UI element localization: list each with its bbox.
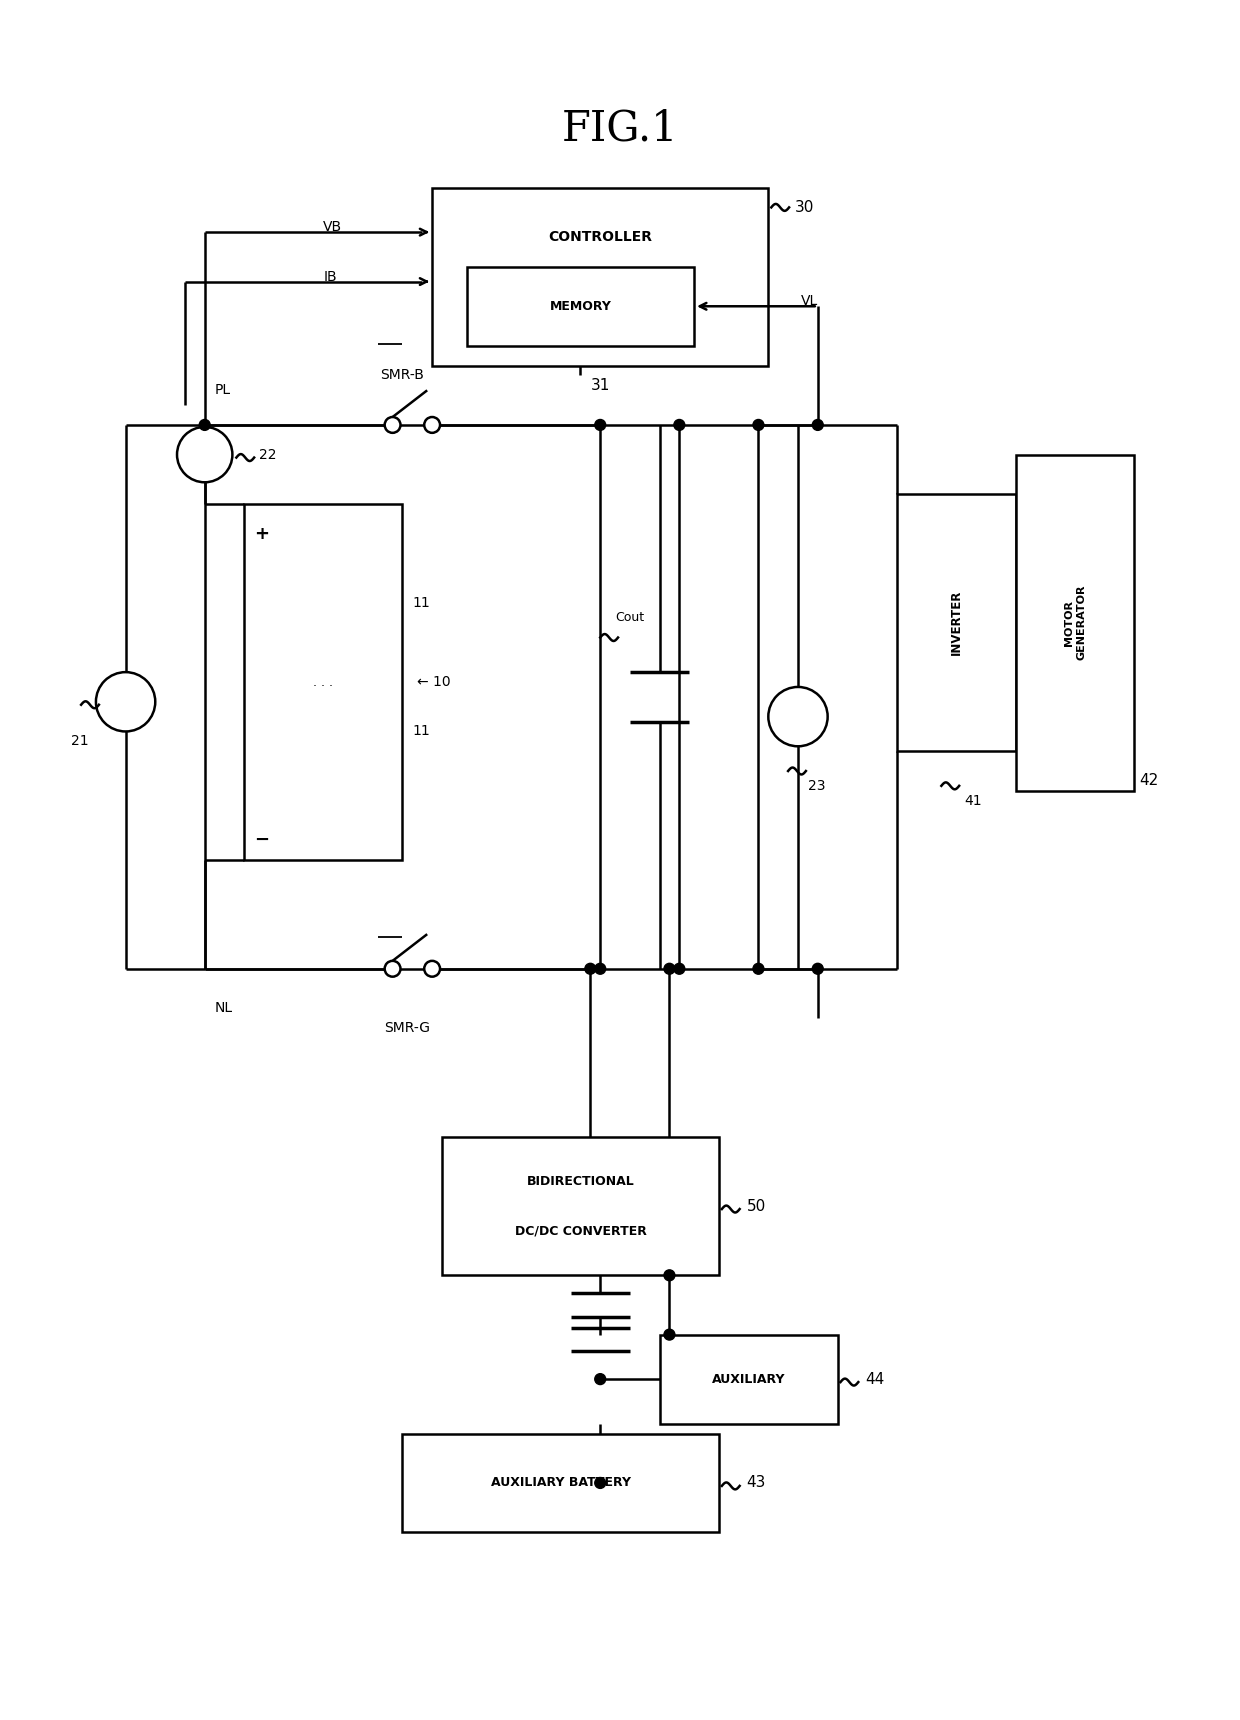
Bar bbox=[897, 494, 1016, 752]
Circle shape bbox=[177, 427, 232, 482]
Text: 23: 23 bbox=[808, 779, 826, 793]
Bar bbox=[441, 1137, 719, 1275]
Circle shape bbox=[424, 416, 440, 433]
Bar bbox=[244, 504, 403, 860]
Text: 22: 22 bbox=[259, 447, 277, 461]
Text: DC/DC CONVERTER: DC/DC CONVERTER bbox=[515, 1225, 646, 1237]
Circle shape bbox=[384, 961, 401, 977]
Circle shape bbox=[663, 963, 675, 974]
Text: NL: NL bbox=[215, 1001, 233, 1015]
Text: 42: 42 bbox=[1140, 774, 1158, 788]
Circle shape bbox=[812, 420, 823, 430]
Circle shape bbox=[595, 1477, 605, 1488]
Text: BIDIRECTIONAL: BIDIRECTIONAL bbox=[527, 1175, 635, 1189]
Text: 41: 41 bbox=[965, 793, 982, 808]
Text: VL: VL bbox=[801, 294, 817, 308]
Text: A: A bbox=[200, 449, 210, 461]
Bar bbox=[1016, 454, 1135, 791]
Text: 44: 44 bbox=[866, 1371, 884, 1386]
Text: . . .: . . . bbox=[314, 676, 334, 688]
Text: 21: 21 bbox=[71, 734, 89, 748]
Text: SMR-G: SMR-G bbox=[384, 1022, 430, 1035]
Text: 31: 31 bbox=[590, 378, 610, 392]
Circle shape bbox=[95, 673, 155, 731]
Text: PL: PL bbox=[215, 384, 231, 397]
Circle shape bbox=[673, 420, 684, 430]
Circle shape bbox=[595, 963, 605, 974]
Text: 30: 30 bbox=[795, 200, 815, 215]
Bar bbox=[660, 1335, 837, 1424]
Circle shape bbox=[200, 420, 210, 430]
Text: Cout: Cout bbox=[615, 611, 645, 624]
Circle shape bbox=[585, 963, 595, 974]
Bar bbox=[432, 187, 769, 366]
Circle shape bbox=[663, 1330, 675, 1340]
Text: FIG.1: FIG.1 bbox=[562, 107, 678, 150]
Text: SMR-B: SMR-B bbox=[381, 368, 424, 382]
Text: V: V bbox=[794, 710, 802, 722]
Circle shape bbox=[595, 420, 605, 430]
Text: AUXILIARY BATTERY: AUXILIARY BATTERY bbox=[491, 1476, 631, 1490]
Text: V: V bbox=[120, 695, 130, 709]
Circle shape bbox=[424, 961, 440, 977]
Text: 11: 11 bbox=[413, 724, 430, 738]
Text: +: + bbox=[254, 525, 269, 544]
Circle shape bbox=[769, 686, 827, 746]
Text: MOTOR
GENERATOR: MOTOR GENERATOR bbox=[1064, 585, 1086, 660]
Text: 43: 43 bbox=[746, 1476, 766, 1491]
Circle shape bbox=[812, 963, 823, 974]
Text: 50: 50 bbox=[746, 1199, 766, 1214]
Text: AUXILIARY: AUXILIARY bbox=[712, 1373, 785, 1386]
Text: VB: VB bbox=[324, 220, 342, 234]
Text: CONTROLLER: CONTROLLER bbox=[548, 230, 652, 244]
Text: IB: IB bbox=[324, 270, 337, 284]
Circle shape bbox=[595, 1374, 605, 1385]
Text: INVERTER: INVERTER bbox=[950, 590, 962, 655]
Bar bbox=[466, 267, 694, 346]
Text: MEMORY: MEMORY bbox=[549, 299, 611, 313]
Text: −: − bbox=[254, 831, 269, 850]
Circle shape bbox=[753, 420, 764, 430]
Circle shape bbox=[753, 963, 764, 974]
Text: 11: 11 bbox=[413, 595, 430, 611]
Circle shape bbox=[673, 963, 684, 974]
Text: ← 10: ← 10 bbox=[418, 674, 451, 690]
Circle shape bbox=[663, 1269, 675, 1281]
Circle shape bbox=[384, 416, 401, 433]
Bar bbox=[403, 1433, 719, 1533]
